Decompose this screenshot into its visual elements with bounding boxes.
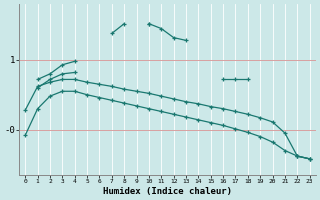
X-axis label: Humidex (Indice chaleur): Humidex (Indice chaleur) <box>103 187 232 196</box>
